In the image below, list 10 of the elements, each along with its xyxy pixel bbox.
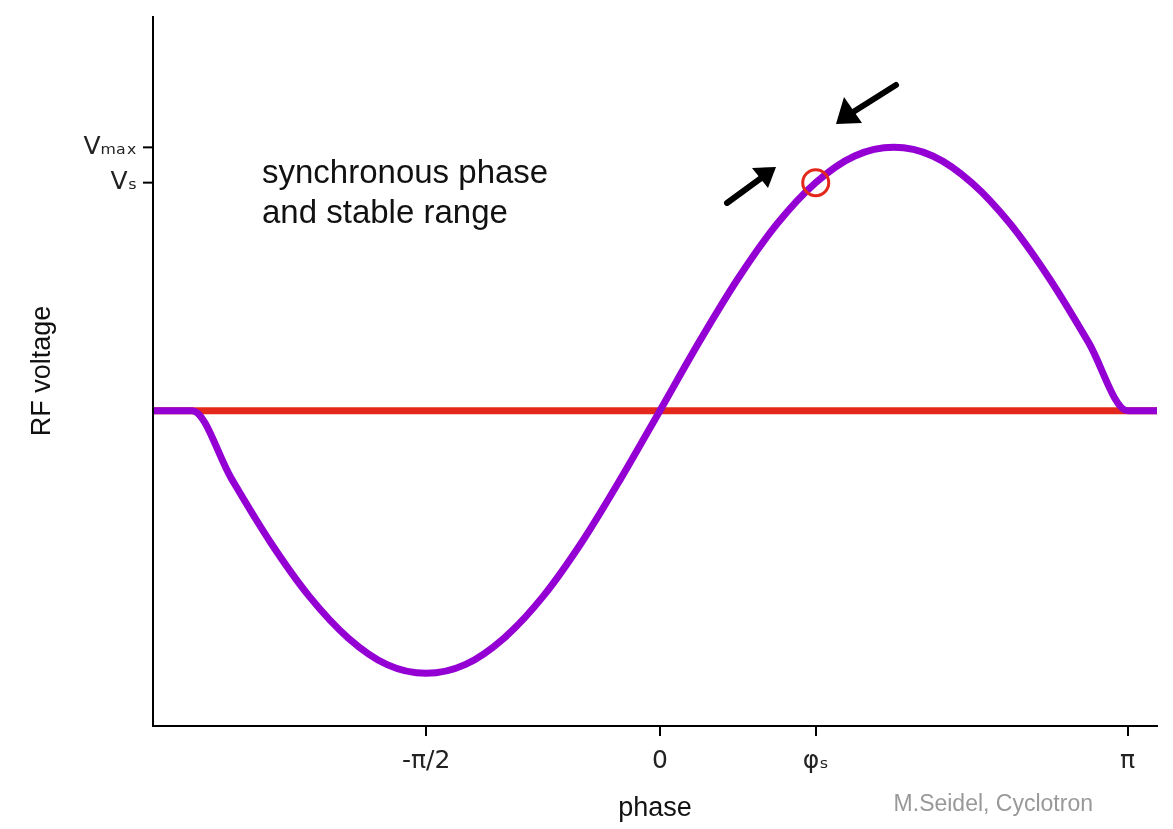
text: Vₘₐₓ: [83, 130, 137, 160]
text: Vₛ: [110, 166, 137, 196]
x-tick-label: 0: [651, 744, 668, 774]
x-tick-label: φₛ: [802, 744, 829, 774]
x-tick-label: -π/2: [401, 744, 451, 774]
x-tick-label: π: [1120, 744, 1136, 774]
x-axis-title: phase: [618, 792, 692, 823]
y-axis-title: RF voltage: [26, 305, 57, 437]
text: M.Seidel, Cyclotron: [893, 790, 1093, 817]
annotation: synchronous phase and stable range: [262, 152, 550, 232]
